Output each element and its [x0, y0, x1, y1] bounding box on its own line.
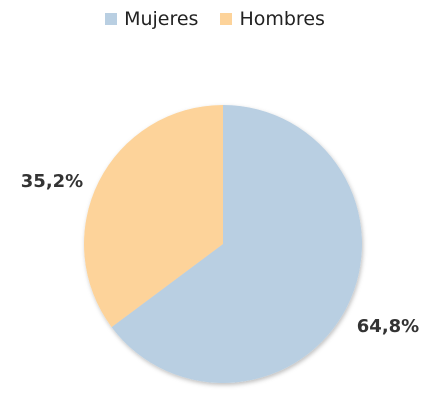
legend-label-hombres: Hombres — [239, 8, 325, 30]
data-label-hombres: 35,2% — [21, 171, 83, 192]
legend-swatch-mujeres — [105, 13, 118, 25]
legend-item-mujeres: Mujeres — [105, 8, 198, 30]
legend-item-hombres: Hombres — [220, 8, 325, 30]
data-label-mujeres: 64,8% — [357, 316, 419, 337]
legend-label-mujeres: Mujeres — [124, 8, 199, 30]
pie-slice-hombres — [83, 105, 223, 328]
pie-slice-mujeres — [111, 105, 362, 383]
chart-legend: Mujeres Hombres — [0, 8, 430, 30]
legend-swatch-hombres — [220, 13, 233, 25]
